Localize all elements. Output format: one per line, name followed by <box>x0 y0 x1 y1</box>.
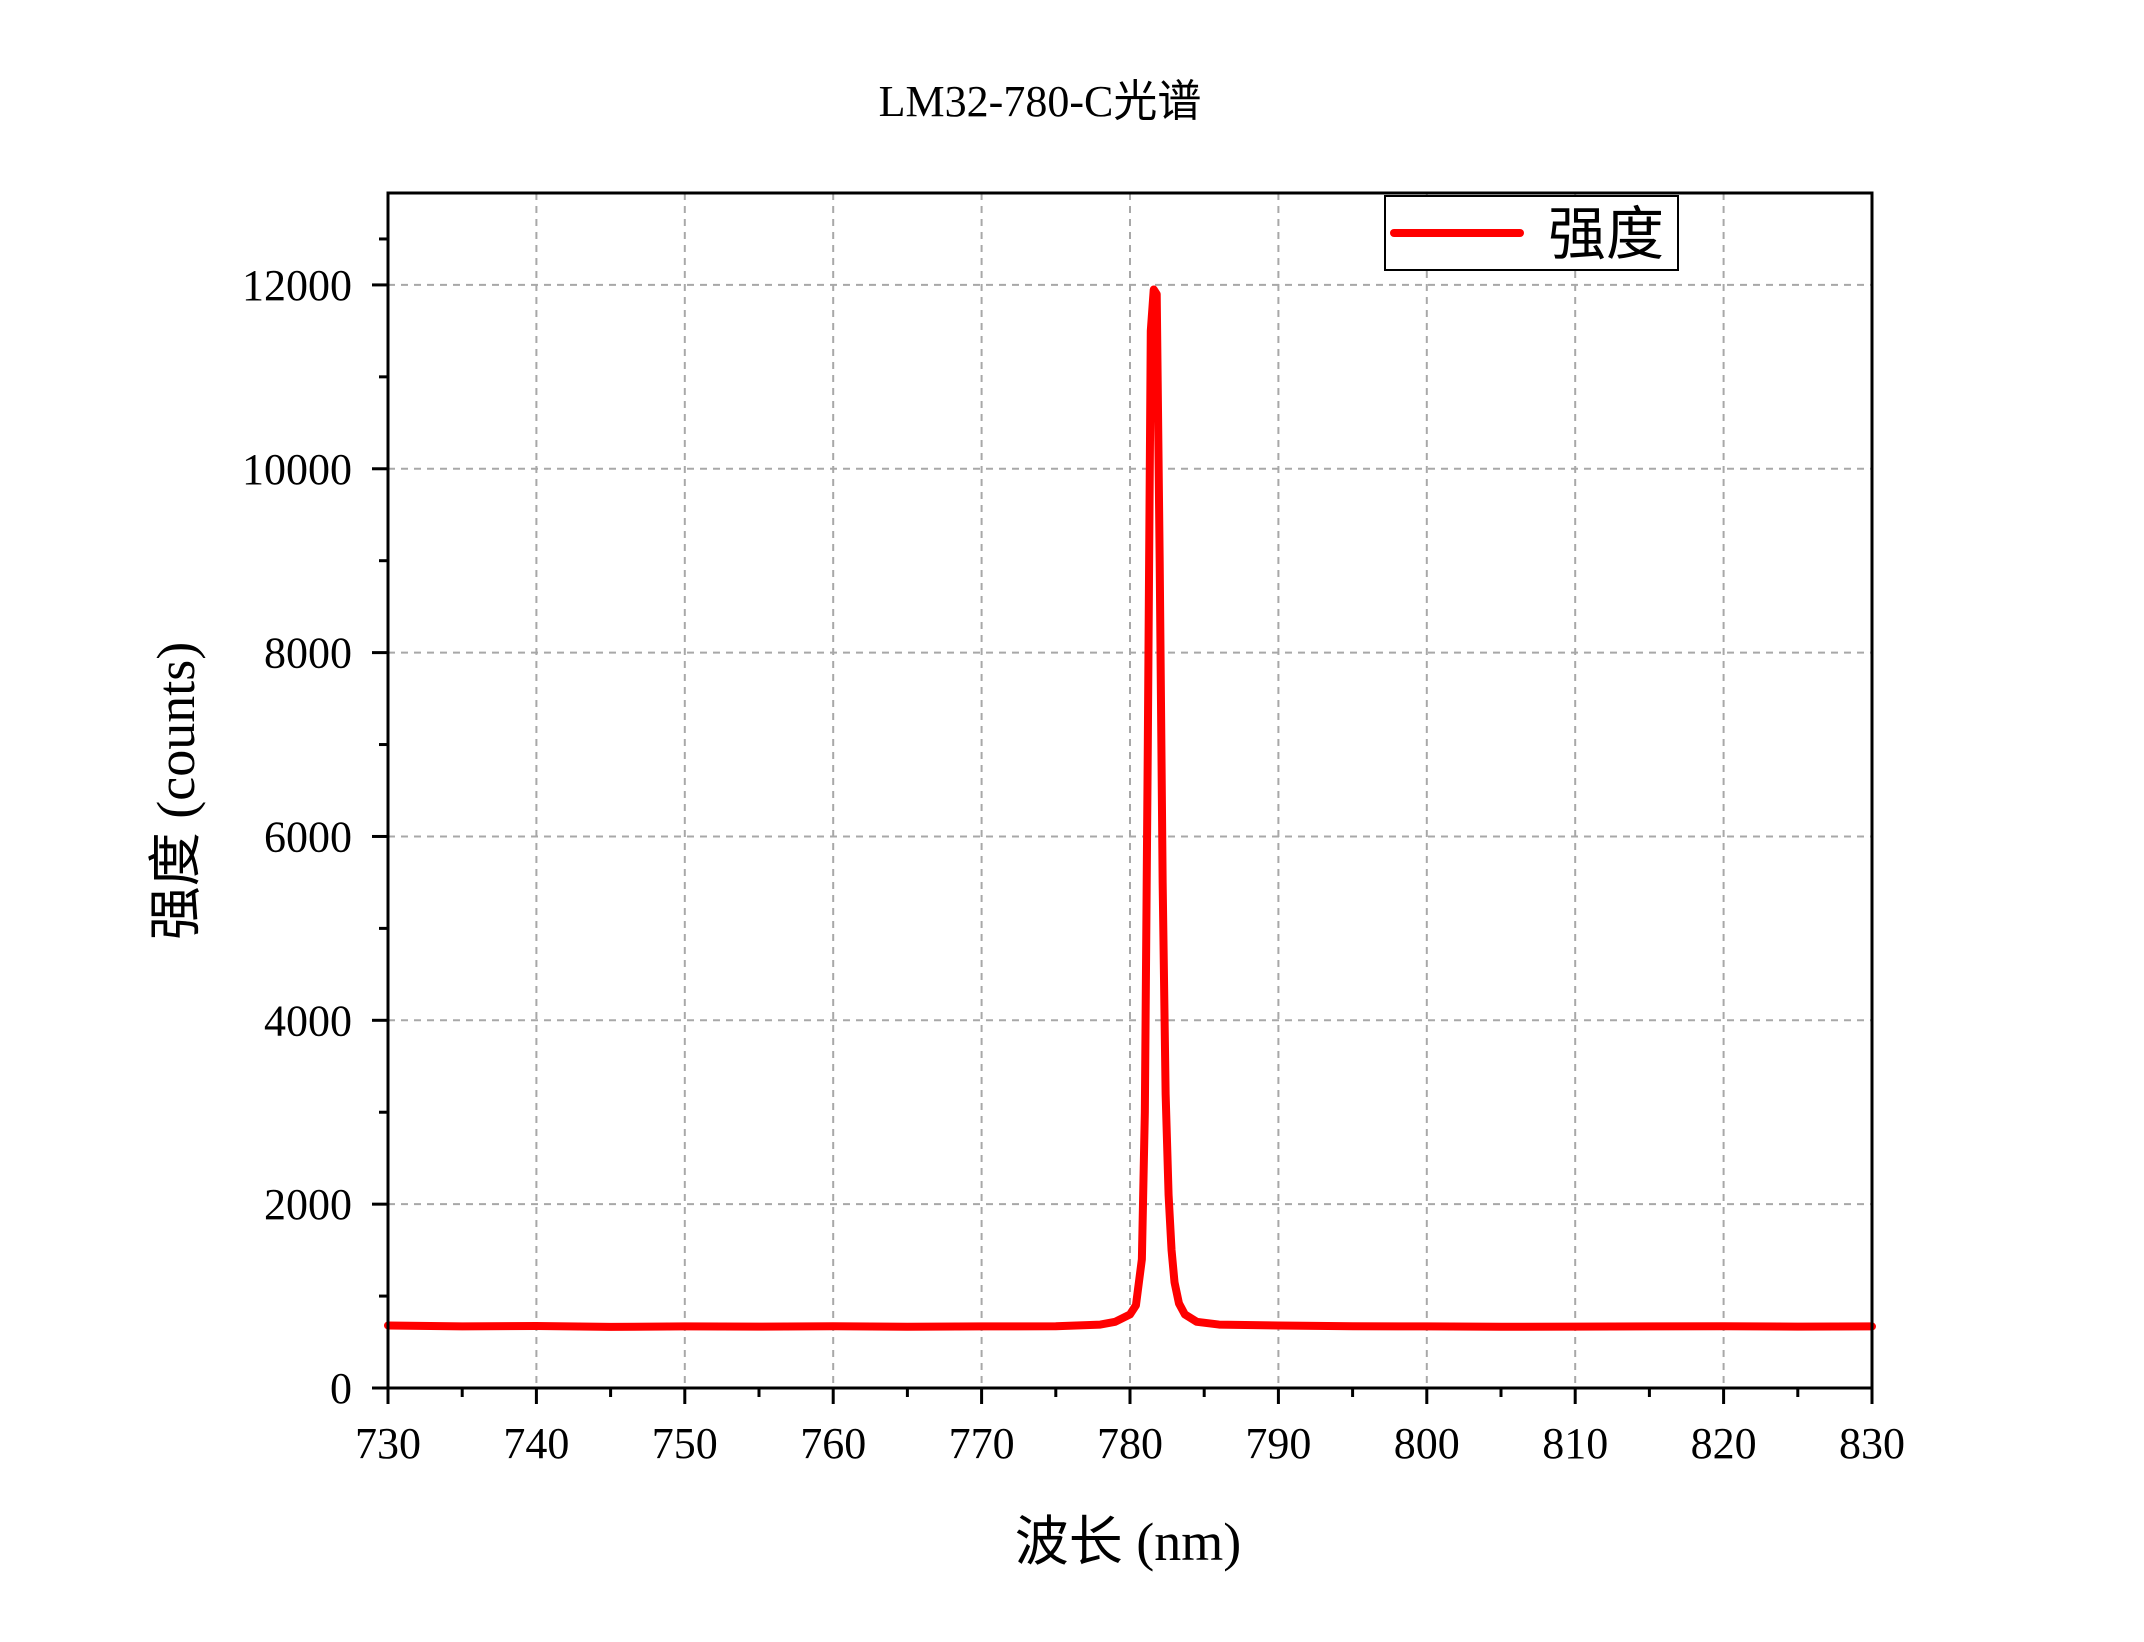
x-tick-label: 740 <box>503 1419 569 1468</box>
x-tick-label: 810 <box>1542 1419 1608 1468</box>
y-tick-label: 2000 <box>264 1180 352 1229</box>
y-tick-label: 6000 <box>264 812 352 861</box>
x-tick-label: 750 <box>652 1419 718 1468</box>
y-tick-label: 12000 <box>242 261 352 310</box>
chart-title: LM32-780-C光谱 <box>879 77 1202 126</box>
x-axis-ticks: 730 740 750 760 770 780 790 800 810 820 830 <box>355 1388 1905 1468</box>
x-tick-label: 760 <box>800 1419 866 1468</box>
x-axis-label: 波长 (nm) <box>1015 1512 1241 1572</box>
series-layer <box>384 285 1876 1331</box>
series-line <box>384 285 1876 1331</box>
y-tick-label: 0 <box>330 1364 352 1413</box>
y-axis-ticks: 0 2000 4000 6000 8000 10000 12000 <box>242 237 388 1413</box>
x-tick-label: 830 <box>1839 1419 1905 1468</box>
legend: 强度 <box>1384 195 1679 271</box>
y-tick-label: 8000 <box>264 629 352 678</box>
x-tick-label: 770 <box>949 1419 1015 1468</box>
y-axis-label: 强度 (counts) <box>146 642 206 940</box>
legend-entry-label: 强度 <box>1548 202 1664 267</box>
x-tick-label: 790 <box>1245 1419 1311 1468</box>
x-tick-label: 730 <box>355 1419 421 1468</box>
x-tick-label: 820 <box>1691 1419 1757 1468</box>
y-tick-label: 10000 <box>242 445 352 494</box>
x-tick-label: 800 <box>1394 1419 1460 1468</box>
grid <box>388 193 1872 1388</box>
x-tick-label: 780 <box>1097 1419 1163 1468</box>
y-tick-label: 4000 <box>264 996 352 1045</box>
